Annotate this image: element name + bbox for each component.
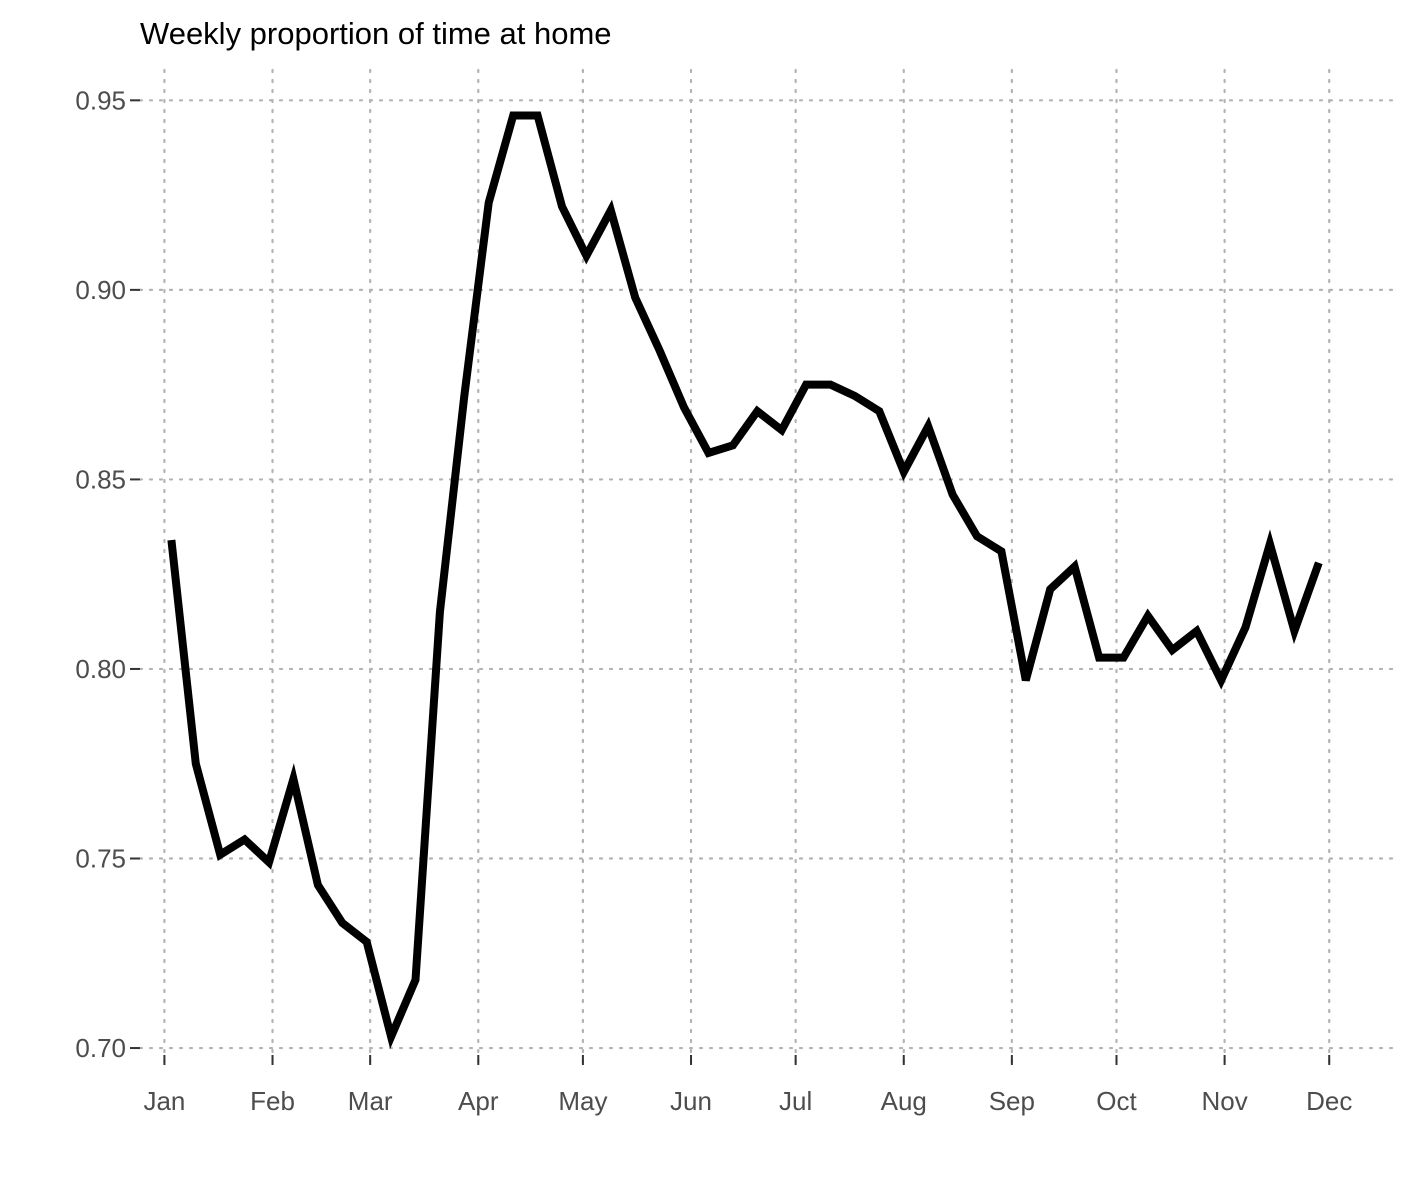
series-line	[167, 111, 1323, 1050]
y-tick-label: 0.80	[75, 654, 126, 684]
x-tick-label: May	[558, 1086, 607, 1116]
x-tick-label: Dec	[1306, 1086, 1352, 1116]
grid-lines	[138, 68, 1394, 1069]
series-layer	[167, 111, 1323, 1050]
y-tick-label: 0.90	[75, 275, 126, 305]
y-tick-label: 0.85	[75, 464, 126, 494]
x-tick-label: Feb	[250, 1086, 295, 1116]
x-tick-label: Jan	[143, 1086, 185, 1116]
y-tick-label: 0.70	[75, 1033, 126, 1063]
x-tick-label: Apr	[458, 1086, 499, 1116]
x-tick-label: Jun	[670, 1086, 712, 1116]
x-tick-label: Mar	[348, 1086, 393, 1116]
x-tick-label: Jul	[779, 1086, 812, 1116]
axes: 0.95 0.90 0.85 0.80 0.75 0.70 Jan Feb Mar Apr May J…	[75, 85, 1352, 1116]
x-tick-label: Aug	[881, 1086, 927, 1116]
x-tick-label: Oct	[1096, 1086, 1137, 1116]
x-tick-label: Nov	[1201, 1086, 1247, 1116]
y-tick-label: 0.75	[75, 844, 126, 874]
y-tick-label: 0.95	[75, 85, 126, 115]
chart-title: Weekly proportion of time at home	[140, 16, 612, 51]
x-tick-label: Sep	[989, 1086, 1035, 1116]
